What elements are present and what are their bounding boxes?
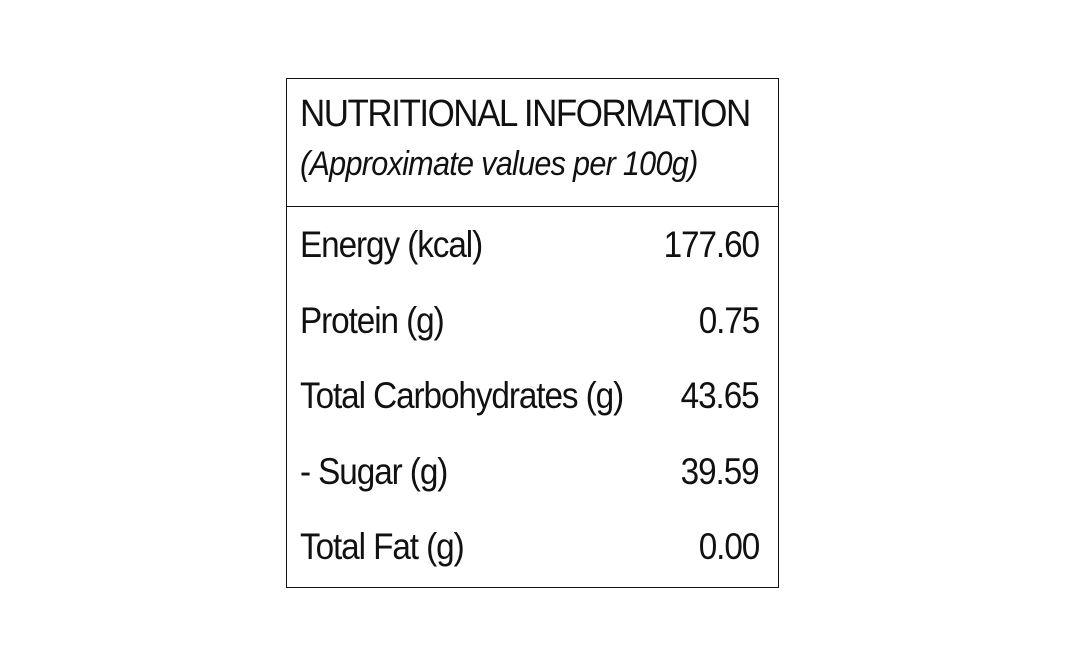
row-value: 39.59 [681, 450, 760, 492]
nutrition-title: NUTRITIONAL INFORMATION [300, 93, 751, 135]
nutrition-header: NUTRITIONAL INFORMATION (Approximate val… [287, 79, 778, 207]
nutrition-row-sugar: - Sugar (g) 39.59 [287, 434, 778, 510]
row-label: Total Fat (g) [300, 526, 465, 567]
row-label: - Sugar (g) [300, 450, 448, 492]
nutrition-rows: Energy (kcal) 177.60 Protein (g) 0.75 To… [287, 207, 778, 585]
nutrition-panel: NUTRITIONAL INFORMATION (Approximate val… [286, 78, 779, 588]
row-value: 43.65 [681, 375, 760, 416]
row-label: Protein (g) [300, 299, 445, 341]
row-value: 0.00 [698, 526, 761, 567]
row-value: 0.75 [698, 299, 761, 341]
row-label: Energy (kcal) [300, 224, 483, 265]
row-value: 177.60 [663, 224, 760, 265]
nutrition-row-carbohydrates: Total Carbohydrates (g) 43.65 [287, 358, 778, 434]
nutrition-row-fat: Total Fat (g) 0.00 [287, 509, 778, 585]
nutrition-row-protein: Protein (g) 0.75 [287, 283, 778, 359]
row-label: Total Carbohydrates (g) [300, 375, 624, 416]
nutrition-row-energy: Energy (kcal) 177.60 [287, 207, 778, 283]
nutrition-subtitle: (Approximate values per 100g) [300, 145, 698, 183]
